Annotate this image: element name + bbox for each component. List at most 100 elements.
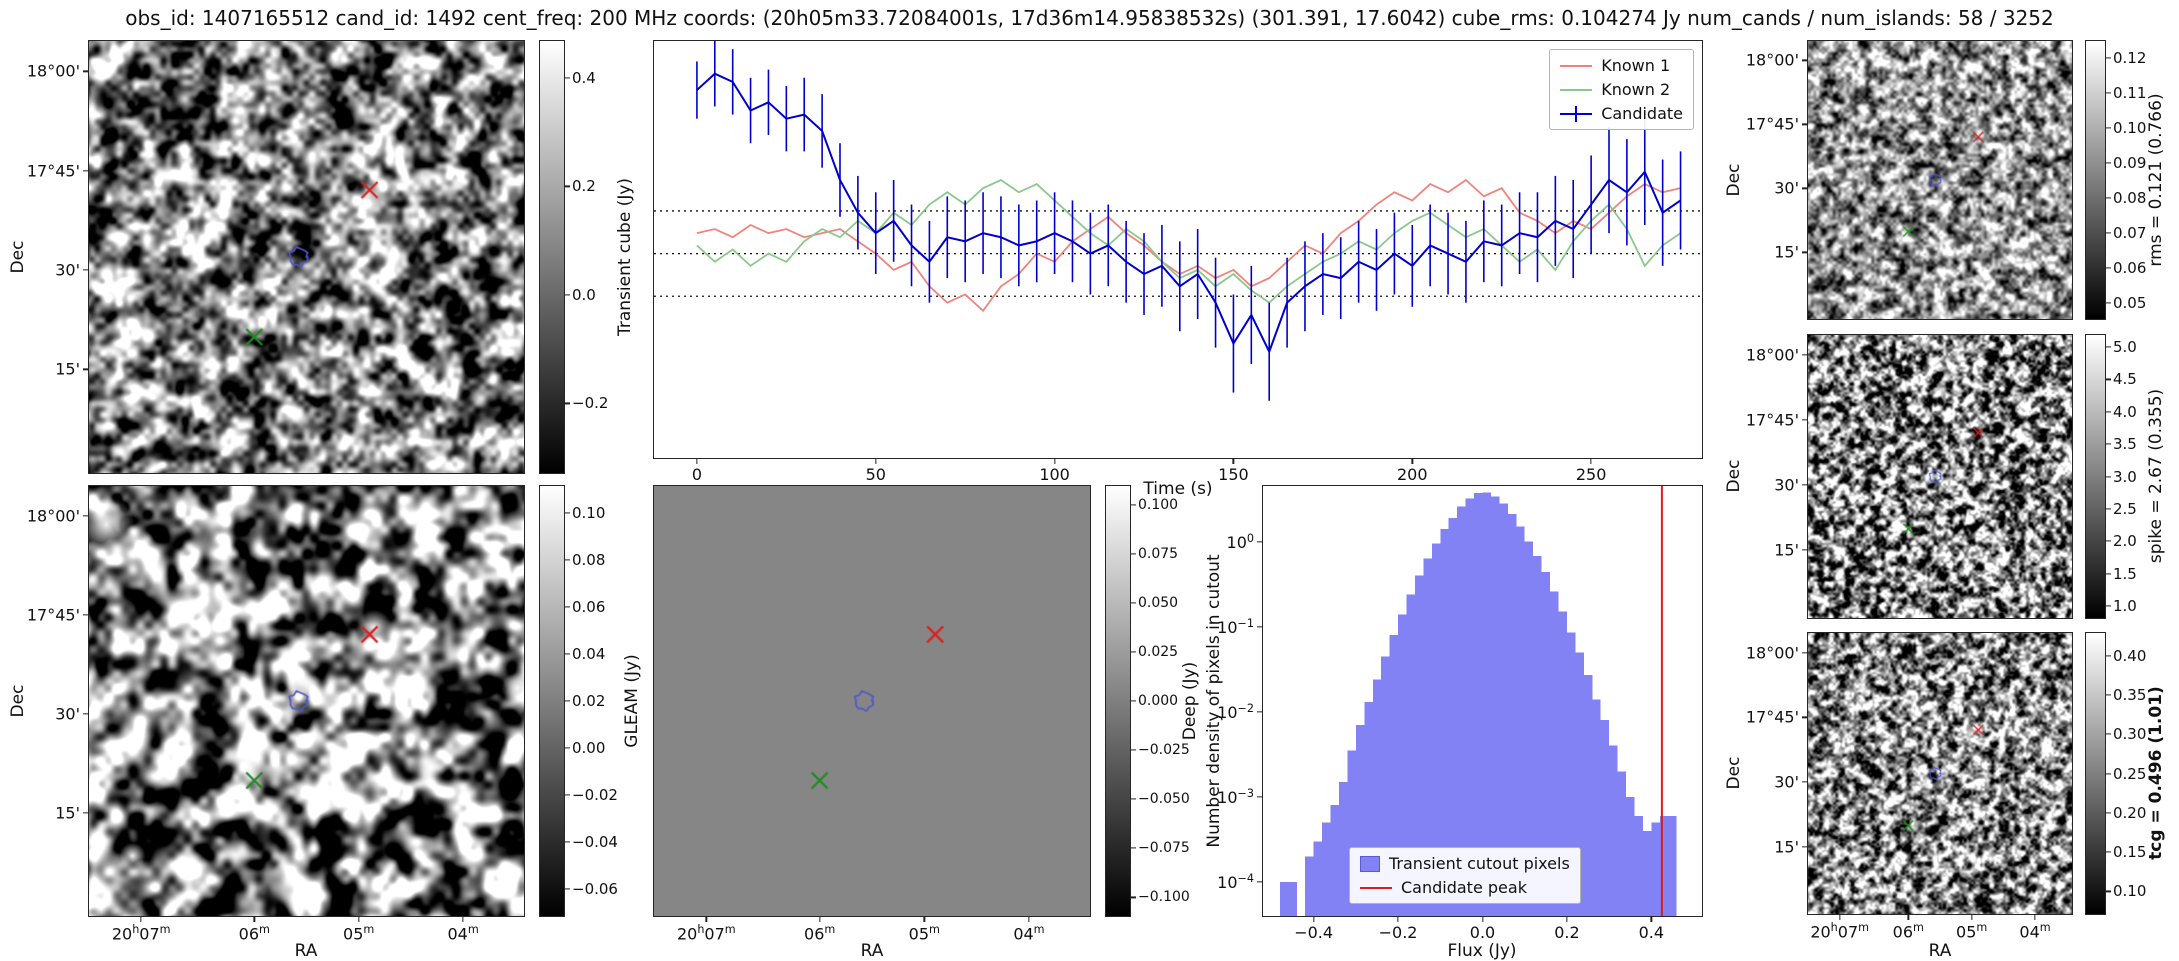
colorbar-tick-label: −0.025 (1138, 742, 1190, 759)
colorbar-tick-mark (1131, 896, 1136, 898)
histogram-y-axis-label: Number density of pixels in cutout (1204, 554, 1224, 848)
colorbar-tick-mark (2106, 161, 2111, 164)
colorbar-tick-mark (565, 888, 570, 890)
colorbar-tick-label: 0.4 (572, 68, 596, 87)
colorbar-tick-mark (565, 512, 570, 514)
colorbar-tick-mark (2106, 772, 2111, 775)
colorbar-tick-label: 0.11 (2113, 83, 2147, 102)
colorbar-tick-label: 0.07 (2113, 223, 2147, 242)
legend-entry-known2: Known 2 (1560, 80, 1683, 99)
colorbar-tick-mark (2106, 411, 2111, 413)
gleam-colorbar-gradient (539, 485, 565, 917)
colorbar-tick-label: 0.05 (2113, 293, 2147, 312)
legend-label-known1: Known 1 (1601, 56, 1671, 75)
x-tick-label: 20h07m (676, 923, 736, 944)
transient-cube-image (89, 41, 524, 473)
colorbar-tick-label: 2.5 (2113, 499, 2137, 518)
tick-mark (1802, 123, 1808, 126)
deep-colorbar: 0.100 0.075 0.050 0.025 0.000 −0.025 −0.050 −0.… (1105, 485, 1190, 917)
tick-mark (1802, 187, 1808, 189)
y-tick-label: 30' (55, 704, 80, 724)
tcg-colorbar-gradient (2085, 632, 2106, 915)
tick-mark (696, 458, 698, 464)
y-tick-label: 30' (1774, 772, 1799, 792)
y-tick-label: 100 (1226, 531, 1254, 552)
x-tick-label: 04m (1013, 923, 1045, 944)
colorbar-tick-label: −0.04 (572, 832, 618, 851)
colorbar-tick-label: 0.12 (2113, 48, 2147, 67)
y-tick-label: 18°00' (1745, 50, 1799, 70)
colorbar-tick-label: −0.100 (1138, 889, 1190, 906)
x-tick-label: 04m (2019, 921, 2051, 942)
x-tick-label: 250 (1575, 465, 1607, 484)
tick-mark (1802, 251, 1808, 253)
colorbar-tick-label: 4.0 (2113, 402, 2137, 421)
rms-colorbar-label: rms = 0.121 (0.766) (2146, 93, 2166, 267)
colorbar-tick-mark (2106, 126, 2111, 129)
tick-mark (83, 368, 89, 370)
dec-axis-label-spike: Dec (1724, 459, 1744, 493)
tick-mark (83, 70, 89, 72)
transient-colorbar-label: Transient cube (Jy) (615, 177, 635, 337)
tick-mark (819, 916, 821, 922)
tcg-cutout: 18°00' 17°45' 30' 15' 20h07m 06m 05m 04m (1746, 632, 2073, 941)
tick-mark (1802, 845, 1808, 848)
y-tick-label: 10−4 (1217, 871, 1254, 893)
x-tick-label: 150 (1218, 465, 1249, 484)
rms-colorbar: 0.12 0.11 0.10 0.09 0.08 0.07 0.06 0.05 (2085, 40, 2146, 320)
colorbar-tick-mark (1131, 749, 1136, 751)
x-tick-label: 05m (908, 923, 940, 944)
colorbar-tick-mark (2106, 812, 2111, 814)
y-tick-label: 17°45' (1745, 410, 1799, 430)
y-tick-label: 30' (1774, 178, 1799, 198)
colorbar-tick-mark (2106, 301, 2111, 304)
colorbar-tick-label: 0.25 (2113, 764, 2147, 783)
flux-axis-label: Flux (Jy) (1447, 941, 1517, 961)
colorbar-tick-mark (2106, 573, 2111, 575)
legend-entry-cutout-pixels: Transient cutout pixels (1360, 854, 1570, 873)
colorbar-tick-label: 2.0 (2113, 532, 2137, 551)
x-tick-label: 50 (865, 465, 886, 484)
tick-mark (1907, 914, 1909, 920)
tick-mark (1802, 354, 1808, 356)
colorbar-tick-label: 0.0 (572, 285, 596, 304)
colorbar-tick-mark (2106, 378, 2111, 380)
dec-axis-label-transient: Dec (8, 240, 28, 274)
tick-mark (83, 169, 89, 172)
tick-mark (1397, 916, 1399, 922)
tick-mark (1650, 916, 1652, 922)
x-tick-label: 20h07m (111, 923, 171, 944)
colorbar-tick-label: 0.050 (1138, 594, 1179, 611)
colorbar-tick-label: 1.5 (2113, 564, 2137, 583)
transient-cube-cutout: 18°00' 17°45' 30' 15' (27, 40, 525, 474)
x-tick-label: 06m (238, 923, 270, 944)
tick-mark (1802, 781, 1808, 783)
tick-mark (1028, 916, 1030, 922)
colorbar-tick-mark (2106, 733, 2111, 735)
y-tick-label: 17°45' (1745, 114, 1799, 134)
colorbar-tick-label: 0.08 (572, 551, 606, 570)
colorbar-tick-mark (565, 606, 570, 608)
lightcurve-plot (654, 41, 1702, 401)
tick-mark (705, 916, 707, 922)
colorbar-tick-mark (1131, 651, 1136, 653)
transient-colorbar-gradient (539, 40, 565, 474)
lightcurve-legend: Known 1 Known 2 Candidate (1549, 49, 1694, 130)
deep-colorbar-label: Deep (Jy) (1180, 661, 1200, 741)
figure-title: obs_id: 1407165512 cand_id: 1492 cent_fr… (125, 6, 2054, 30)
spike-colorbar-label: spike = 2.67 (0.355) (2146, 388, 2166, 564)
tick-mark (1232, 458, 1235, 464)
colorbar-tick-mark (1131, 847, 1136, 849)
x-tick-label: 20h07m (1810, 921, 1870, 942)
x-tick-label: 100 (1039, 465, 1070, 484)
y-tick-label: 15' (55, 803, 80, 823)
colorbar-tick-mark (1131, 700, 1136, 702)
spike-colorbar: 5.0 4.5 4.0 3.5 3.0 2.5 2.0 1.5 1.0 (2085, 334, 2137, 619)
y-tick-label: 18°00' (26, 61, 80, 81)
legend-label-candidate-peak: Candidate peak (1401, 878, 1527, 897)
x-tick-label: 04m (447, 923, 479, 944)
tick-mark (1802, 484, 1808, 486)
colorbar-tick-mark (2106, 890, 2111, 892)
colorbar-tick-mark (565, 841, 570, 843)
